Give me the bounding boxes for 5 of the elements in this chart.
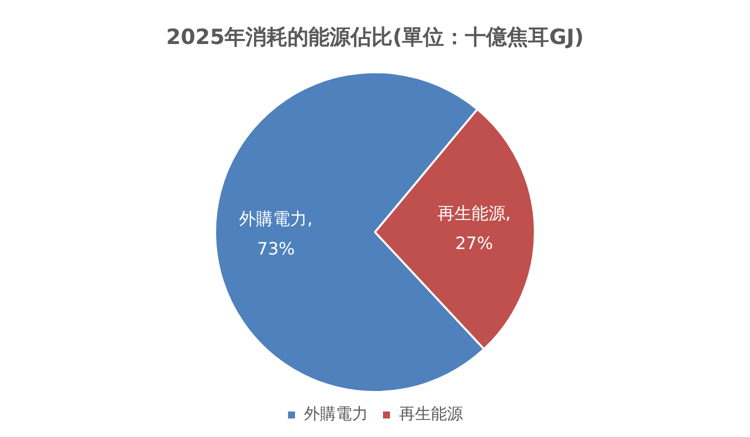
legend-label: 再生能源 [399,404,463,424]
chart-title: 2025年消耗的能源佔比(單位：十億焦耳GJ) [166,25,584,50]
data-label: 再生能源, 27% [437,204,511,254]
data-label: 外購電力, 73% [239,209,313,260]
legend-label: 外購電力 [304,404,368,424]
